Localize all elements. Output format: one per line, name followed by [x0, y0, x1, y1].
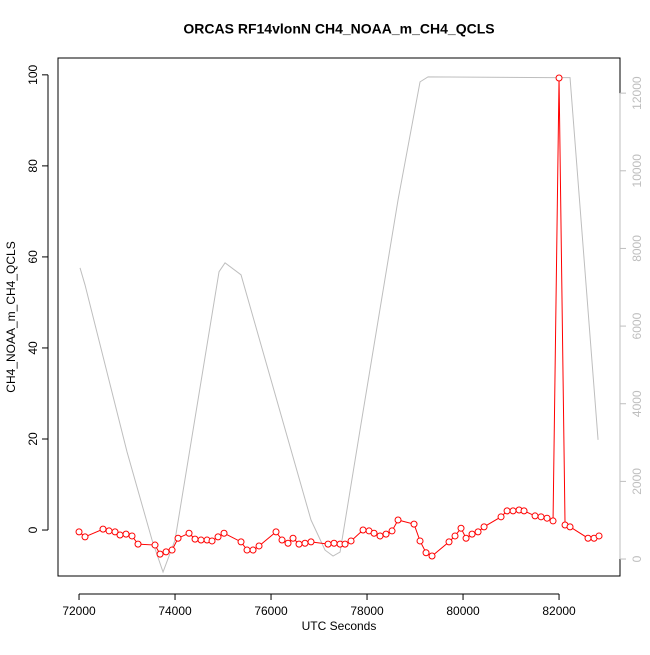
data-point [480, 523, 488, 531]
y-tick-label: 0 [26, 526, 40, 533]
y2-tick-label: 8000 [630, 235, 644, 262]
data-point [295, 540, 303, 548]
data-point [75, 528, 83, 536]
data-point [128, 532, 136, 540]
data-point [99, 525, 107, 533]
data-point [214, 533, 222, 541]
x-tick-label: 82000 [542, 604, 576, 618]
data-point [382, 530, 390, 538]
data-point [416, 537, 424, 545]
y2-tick-label: 2000 [630, 468, 644, 495]
data-point [249, 546, 257, 554]
data-point [549, 517, 557, 525]
y2-tick-label: 0 [630, 555, 644, 562]
data-point [122, 530, 130, 538]
y-tick-label: 20 [26, 432, 40, 446]
data-point [284, 539, 292, 547]
data-point [474, 528, 482, 536]
data-point [595, 532, 603, 540]
data-point [347, 537, 355, 545]
x-tick-label: 74000 [158, 604, 192, 618]
y2-tick-label: 6000 [630, 312, 644, 339]
data-point [272, 528, 280, 536]
data-point [394, 516, 402, 524]
data-point [278, 536, 286, 544]
data-point [531, 512, 539, 520]
data-point [174, 534, 182, 542]
data-point [105, 527, 113, 535]
data-point [156, 550, 164, 558]
data-point [289, 534, 297, 542]
data-point [237, 538, 245, 546]
data-point [584, 534, 592, 542]
data-point [422, 549, 430, 557]
x-tick-label: 76000 [254, 604, 288, 618]
data-point [543, 514, 551, 522]
data-point [468, 530, 476, 538]
data-point [197, 536, 205, 544]
data-point [116, 531, 124, 539]
data-point [191, 535, 199, 543]
data-point [134, 540, 142, 548]
data-point [359, 526, 367, 534]
data-point [555, 74, 563, 82]
data-point [307, 538, 315, 546]
data-point [81, 533, 89, 541]
data-point [537, 513, 545, 521]
data-point [370, 529, 378, 537]
x-tick-label: 78000 [350, 604, 384, 618]
y-tick-label: 60 [26, 250, 40, 264]
data-point [445, 538, 453, 546]
data-point [566, 523, 574, 531]
data-point [457, 524, 465, 532]
y2-tick-label: 12000 [630, 76, 644, 110]
data-point [162, 548, 170, 556]
data-point [151, 541, 159, 549]
y-axis-label: CH4_NOAA_m_CH4_QCLS [4, 241, 18, 392]
data-point [428, 552, 436, 560]
x-axis-label: UTC Seconds [302, 619, 377, 633]
data-point [520, 507, 528, 515]
data-point [208, 537, 216, 545]
data-point [111, 528, 119, 536]
y-tick-label: 80 [26, 159, 40, 173]
chart-title: ORCAS RF14vlonN CH4_NOAA_m_CH4_QCLS [183, 21, 494, 37]
plot-area [75, 74, 603, 574]
x-tick-label: 80000 [446, 604, 480, 618]
data-point [220, 529, 228, 537]
data-point [324, 540, 332, 548]
data-point [388, 527, 396, 535]
y2-tick-label: 4000 [630, 390, 644, 417]
data-point [451, 532, 459, 540]
x-tick-label: 72000 [62, 604, 96, 618]
y2-tick-label: 10000 [630, 154, 644, 188]
data-point [185, 529, 193, 537]
data-point [255, 542, 263, 550]
data-point [341, 540, 349, 548]
y-tick-label: 40 [26, 341, 40, 355]
data-point [330, 539, 338, 547]
data-point [243, 546, 251, 554]
data-point [509, 507, 517, 515]
data-point [168, 546, 176, 554]
data-point [462, 534, 470, 542]
data-point [410, 520, 418, 528]
data-point [301, 539, 309, 547]
data-point [497, 513, 505, 521]
data-point [376, 532, 384, 540]
data-point [503, 507, 511, 515]
y-tick-label: 100 [26, 65, 40, 85]
